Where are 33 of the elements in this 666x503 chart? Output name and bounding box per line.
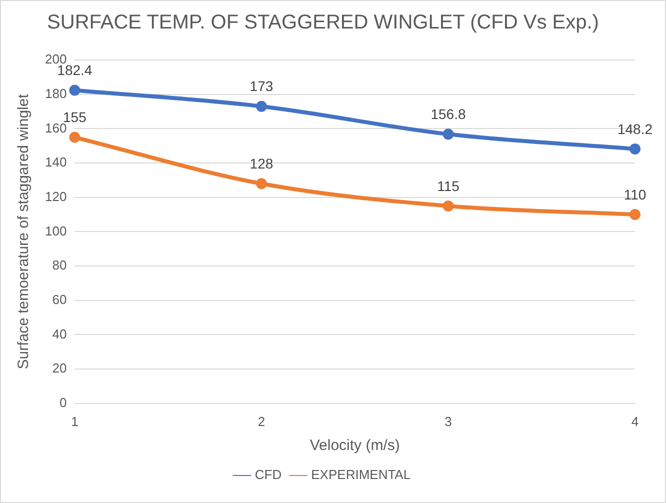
data-label: 148.2 (617, 120, 653, 137)
y-tick-label: 120 (44, 188, 67, 204)
chart-title: SURFACE TEMP. OF STAGGERED WINGLET (CFD Vs Exp.) (47, 12, 599, 34)
y-tick-label: 40 (52, 326, 67, 342)
y-tick-label: 180 (44, 86, 67, 101)
y-tick-label: 60 (52, 292, 67, 307)
y-tick-label: 0 (59, 394, 67, 410)
x-axis-title: Velocity (m/s) (310, 437, 400, 454)
point (442, 128, 454, 140)
point (69, 84, 80, 96)
point (442, 200, 454, 212)
y-tick-label: 140 (44, 154, 67, 170)
x-tick-label: 4 (631, 414, 639, 429)
point (630, 143, 640, 154)
point (256, 178, 267, 190)
legend-label: EXPERIMENTAL (311, 467, 411, 482)
data-label: 128 (250, 155, 274, 172)
x-tick-label: 2 (258, 414, 266, 429)
point (256, 100, 267, 112)
y-tick-label: 100 (44, 223, 67, 238)
y-tick-label: 80 (52, 258, 67, 273)
y-tick-label: 20 (52, 360, 67, 376)
data-label: 115 (437, 178, 460, 194)
data-label: 110 (624, 186, 646, 202)
x-tick-label: 1 (71, 414, 78, 429)
x-tick-label: 3 (444, 414, 452, 429)
point (630, 209, 640, 220)
y-axis-title: Surface temoerature of staggared winglet (15, 93, 32, 370)
legend-label: CFD (254, 467, 282, 482)
data-label: 173 (250, 78, 274, 94)
point (69, 132, 80, 143)
data-label: 182.4 (57, 62, 92, 78)
data-label: 156.8 (430, 106, 466, 122)
